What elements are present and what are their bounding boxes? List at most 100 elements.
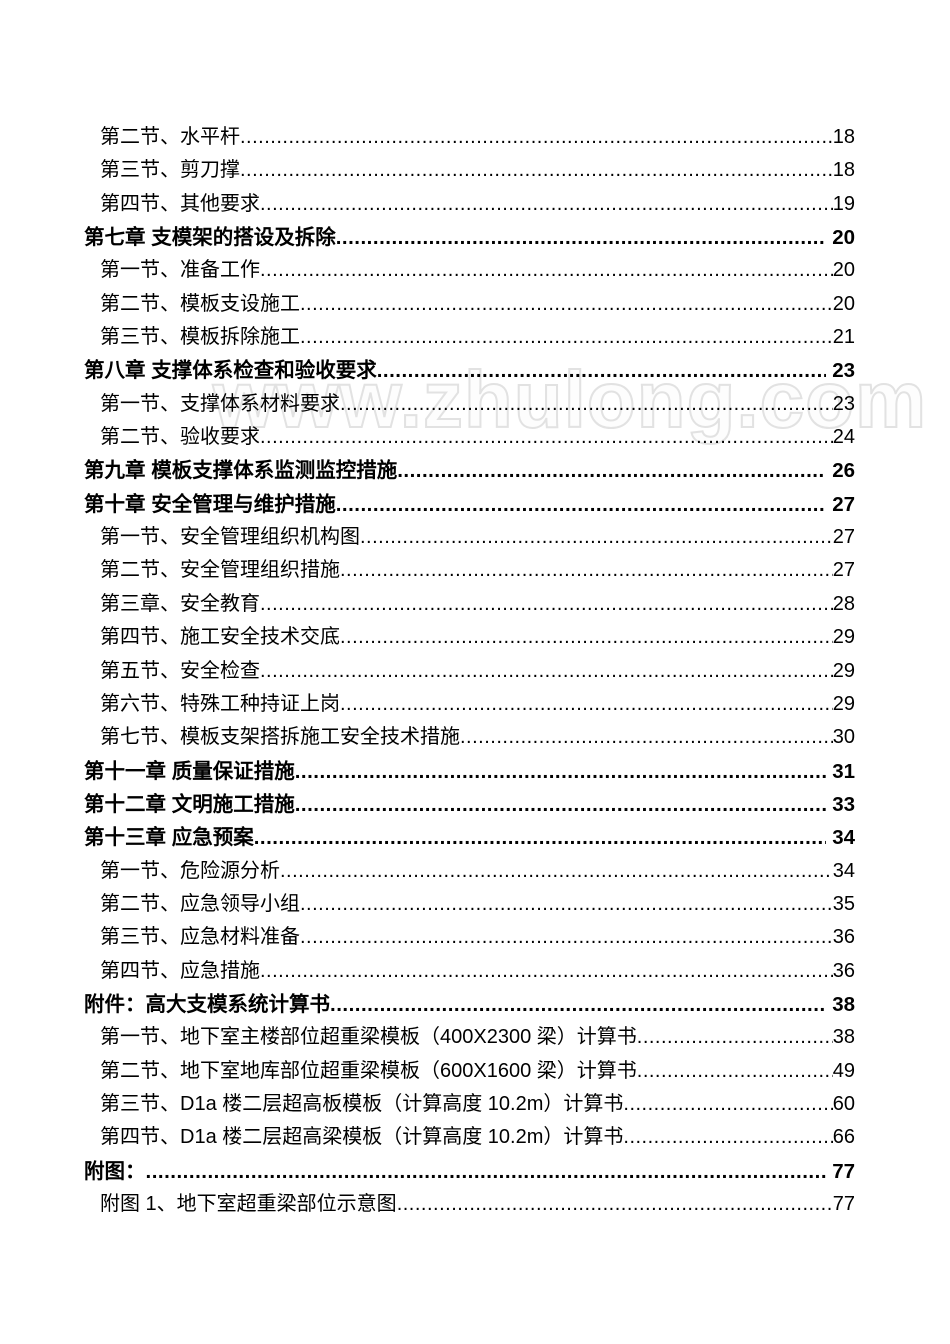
dot-leader xyxy=(260,254,833,287)
toc-entry[interactable]: 第十三章 应急预案 34 xyxy=(84,821,855,854)
toc-entry-page-number: 21 xyxy=(832,326,855,349)
toc-entry[interactable]: 第三节、剪刀撑 18 xyxy=(84,154,855,187)
dot-leader xyxy=(397,454,826,487)
toc-entry-label: 第二节、安全管理组织措施 xyxy=(100,559,340,582)
toc-entry[interactable]: 附图 1、地下室超重梁部位示意图 77 xyxy=(84,1188,855,1221)
toc-entry-page-number: 27 xyxy=(832,492,855,516)
toc-entry[interactable]: 第五节、安全检查 29 xyxy=(84,655,855,688)
dot-leader xyxy=(397,1188,833,1221)
toc-entry[interactable]: 第二节、安全管理组织措施 27 xyxy=(84,554,855,587)
dot-leader xyxy=(146,1155,827,1188)
toc-entry-label: 附件：高大支模系统计算书 xyxy=(84,992,330,1016)
toc-entry-page-number: 60 xyxy=(832,1092,855,1115)
toc-entry[interactable]: 第一节、准备工作 20 xyxy=(84,254,855,287)
toc-entry[interactable]: 第七节、模板支架搭拆施工安全技术措施 30 xyxy=(84,721,855,754)
toc-entry[interactable]: 第三节、应急材料准备 36 xyxy=(84,921,855,954)
toc-entry-page-number: 20 xyxy=(832,226,855,250)
toc-entry[interactable]: 第三节、模板拆除施工 21 xyxy=(84,321,855,354)
toc-entry[interactable]: 第二节、应急领导小组 35 xyxy=(84,888,855,921)
toc-entry[interactable]: 第二节、地下室地库部位超重梁模板（600X1600 梁）计算书 49 xyxy=(84,1055,855,1088)
toc-entry-label: 第十一章 质量保证措施 xyxy=(84,759,295,783)
toc-entry-page-number: 38 xyxy=(832,1026,855,1049)
toc-entry-label: 第三节、剪刀撑 xyxy=(100,159,240,182)
toc-entry-label: 第三节、应急材料准备 xyxy=(100,926,300,949)
toc-entry-page-number: 29 xyxy=(832,692,855,715)
dot-leader xyxy=(340,688,833,721)
toc-entry-label: 第十二章 文明施工措施 xyxy=(84,792,295,816)
toc-entry-page-number: 77 xyxy=(832,1159,855,1183)
dot-leader xyxy=(300,321,833,354)
dot-leader xyxy=(260,188,833,221)
toc-entry[interactable]: 第二节、验收要求 24 xyxy=(84,421,855,454)
toc-entry-page-number: 28 xyxy=(832,592,855,615)
toc-entry[interactable]: 第六节、特殊工种持证上岗 29 xyxy=(84,688,855,721)
toc-entry[interactable]: 第十二章 文明施工措施 33 xyxy=(84,788,855,821)
toc-entry-page-number: 20 xyxy=(832,259,855,282)
dot-leader xyxy=(637,1021,833,1054)
dot-leader xyxy=(300,921,833,954)
toc-entry[interactable]: 附件：高大支模系统计算书 38 xyxy=(84,988,855,1021)
toc-entry[interactable]: 第十章 安全管理与维护措施 27 xyxy=(84,488,855,521)
toc-entry[interactable]: 第三节、D1a 楼二层超高板模板（计算高度 10.2m）计算书 60 xyxy=(84,1088,855,1121)
toc-entry-label: 第二节、水平杆 xyxy=(100,126,240,148)
dot-leader xyxy=(377,354,826,387)
toc-entry[interactable]: 第二节、模板支设施工 20 xyxy=(84,288,855,321)
toc-entry-label: 第七节、模板支架搭拆施工安全技术措施 xyxy=(100,726,460,749)
toc-entry[interactable]: 第八章 支撑体系检查和验收要求 23 xyxy=(84,354,855,387)
toc-entry[interactable]: 第四节、应急措施 36 xyxy=(84,955,855,988)
toc-entry-label: 第一节、安全管理组织机构图 xyxy=(100,526,360,549)
toc-entry[interactable]: 第九章 模板支撑体系监测监控措施 26 xyxy=(84,454,855,487)
toc-entry[interactable]: 第一节、危险源分析 34 xyxy=(84,855,855,888)
toc-entry-page-number: 29 xyxy=(832,659,855,682)
dot-leader xyxy=(300,288,833,321)
toc-entry[interactable]: 第一节、安全管理组织机构图 27 xyxy=(84,521,855,554)
toc-entry-page-number: 23 xyxy=(832,359,855,383)
toc-entry-page-number: 29 xyxy=(832,626,855,649)
toc-entry-label: 第四节、D1a 楼二层超高梁模板（计算高度 10.2m）计算书 xyxy=(100,1126,624,1149)
toc-entry-label: 第三章、安全教育 xyxy=(100,592,260,615)
toc-entry-label: 附图： xyxy=(84,1159,146,1183)
dot-leader xyxy=(637,1055,833,1088)
toc-entry-label: 第一节、地下室主楼部位超重梁模板（400X2300 梁）计算书 xyxy=(100,1026,637,1049)
toc-entry-label: 第十三章 应急预案 xyxy=(84,826,254,850)
toc-entry[interactable]: 第二节、水平杆 18 xyxy=(84,121,855,154)
toc-entry[interactable]: 第一节、支撑体系材料要求 23 xyxy=(84,388,855,421)
toc-entry-label: 第二节、应急领导小组 xyxy=(100,892,300,915)
dot-leader xyxy=(280,855,833,888)
toc-entry[interactable]: 第四节、其他要求 19 xyxy=(84,188,855,221)
toc-entry-label: 第一节、危险源分析 xyxy=(100,859,280,882)
toc-entry-page-number: 66 xyxy=(832,1126,855,1149)
toc-entry[interactable]: 第三章、安全教育 28 xyxy=(84,588,855,621)
toc-entry-label: 第二节、模板支设施工 xyxy=(100,292,300,315)
toc-entry-label: 第二节、地下室地库部位超重梁模板（600X1600 梁）计算书 xyxy=(100,1059,637,1082)
dot-leader xyxy=(295,755,826,788)
toc-entry-label: 第二节、验收要求 xyxy=(100,426,260,449)
table-of-contents: 第二节、水平杆 18 第三节、剪刀撑 18 第四节、其他要求 19 第七章 支模架的搭… xyxy=(84,121,855,1221)
toc-entry[interactable]: 第四节、施工安全技术交底 29 xyxy=(84,621,855,654)
dot-leader xyxy=(623,1121,832,1154)
toc-entry-label: 第十章 安全管理与维护措施 xyxy=(84,492,336,516)
toc-entry-page-number: 31 xyxy=(832,759,855,783)
toc-entry-page-number: 27 xyxy=(832,559,855,582)
toc-entry-label: 第四节、应急措施 xyxy=(100,959,260,982)
toc-entry-label: 第四节、其他要求 xyxy=(100,192,260,215)
toc-entry-label: 第一节、准备工作 xyxy=(100,259,260,282)
dot-leader xyxy=(260,421,833,454)
toc-entry-page-number: 19 xyxy=(832,192,855,215)
dot-leader xyxy=(295,788,826,821)
toc-entry-page-number: 23 xyxy=(832,392,855,415)
toc-entry[interactable]: 第一节、地下室主楼部位超重梁模板（400X2300 梁）计算书 38 xyxy=(84,1021,855,1054)
toc-entry-label: 第九章 模板支撑体系监测监控措施 xyxy=(84,459,398,483)
toc-entry-page-number: 18 xyxy=(832,159,855,182)
toc-entry-page-number: 36 xyxy=(832,926,855,949)
toc-entry-page-number: 26 xyxy=(832,459,855,483)
toc-entry-page-number: 33 xyxy=(832,792,855,816)
toc-entry-label: 第三节、模板拆除施工 xyxy=(100,326,300,349)
toc-entry[interactable]: 第七章 支模架的搭设及拆除 20 xyxy=(84,221,855,254)
dot-leader xyxy=(623,1088,832,1121)
toc-entry-page-number: 30 xyxy=(832,726,855,749)
toc-entry-label: 附图 1、地下室超重梁部位示意图 xyxy=(100,1193,397,1215)
toc-entry[interactable]: 附图： 77 xyxy=(84,1155,855,1188)
toc-entry[interactable]: 第十一章 质量保证措施 31 xyxy=(84,755,855,788)
toc-entry[interactable]: 第四节、D1a 楼二层超高梁模板（计算高度 10.2m）计算书 66 xyxy=(84,1121,855,1154)
